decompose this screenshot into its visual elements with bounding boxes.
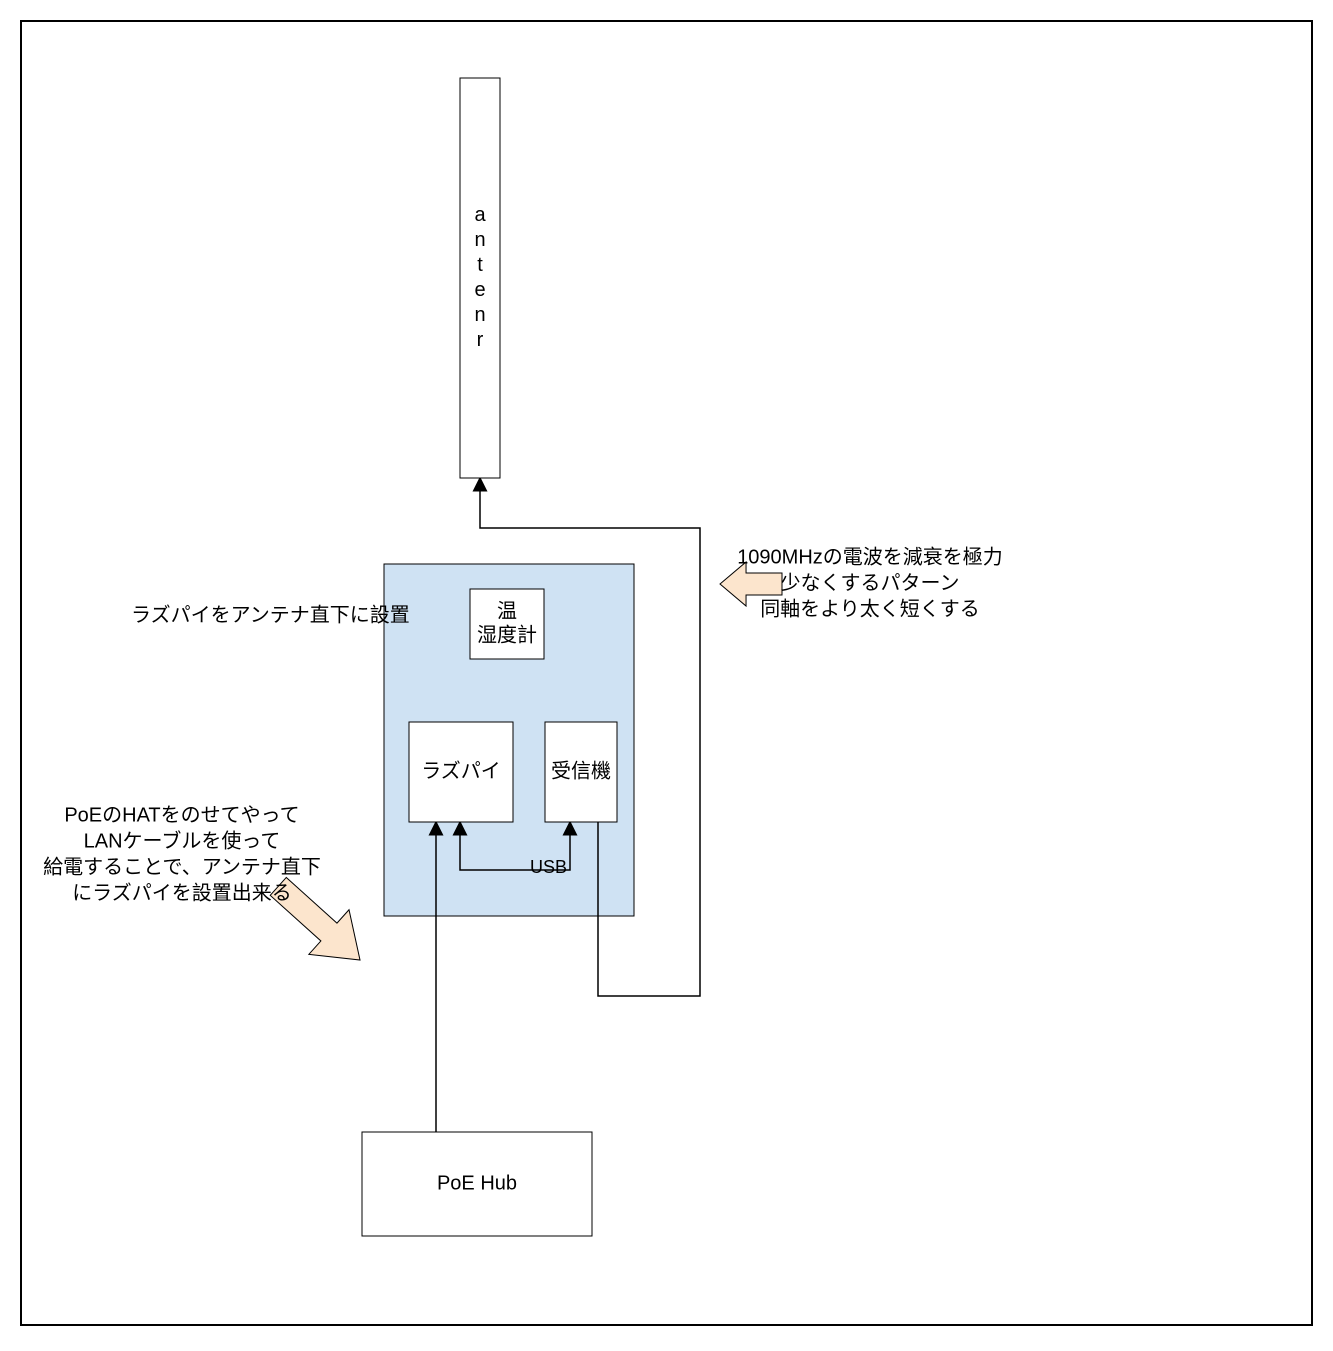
node-label-rpi: ラズパイ	[421, 759, 501, 782]
node-label-antenna: e	[474, 279, 485, 301]
node-label-thermo: 湿度計	[477, 623, 537, 646]
annotation-right-rf: 1090MHzの電波を減衰を極力	[737, 545, 1003, 568]
node-label-thermo: 温	[497, 599, 517, 622]
node-label-receiver: 受信機	[551, 759, 611, 782]
annotation-right-rf: 同軸をより太く短くする	[760, 597, 980, 620]
annotation-left-poe: にラズパイを設置出来る	[72, 881, 292, 904]
annotation-left-poe: PoEのHATをのせてやって	[64, 804, 299, 826]
node-label-antenna: a	[474, 204, 486, 226]
node-label-antenna: n	[474, 304, 485, 326]
annotation-left-poe: 給電することで、アンテナ直下	[43, 855, 321, 878]
diagram-svg: USBantenr温湿度計ラズパイ受信機PoE Hubラズパイをアンテナ直下に設…	[0, 0, 1333, 1351]
edge-label-usb: USB	[530, 857, 567, 877]
diagram-canvas: USBantenr温湿度計ラズパイ受信機PoE Hubラズパイをアンテナ直下に設…	[0, 0, 1333, 1351]
outer-frame	[21, 21, 1312, 1325]
annotation-right-rf: 少なくするパターン	[781, 571, 960, 594]
node-label-antenna: t	[477, 254, 483, 276]
node-label-antenna: r	[477, 329, 484, 351]
node-label-poehub: PoE Hub	[437, 1172, 517, 1194]
node-label-antenna: n	[474, 229, 485, 251]
annotation-left-poe: LANケーブルを使って	[84, 828, 281, 852]
annotation-left-top: ラズパイをアンテナ直下に設置	[131, 603, 410, 626]
